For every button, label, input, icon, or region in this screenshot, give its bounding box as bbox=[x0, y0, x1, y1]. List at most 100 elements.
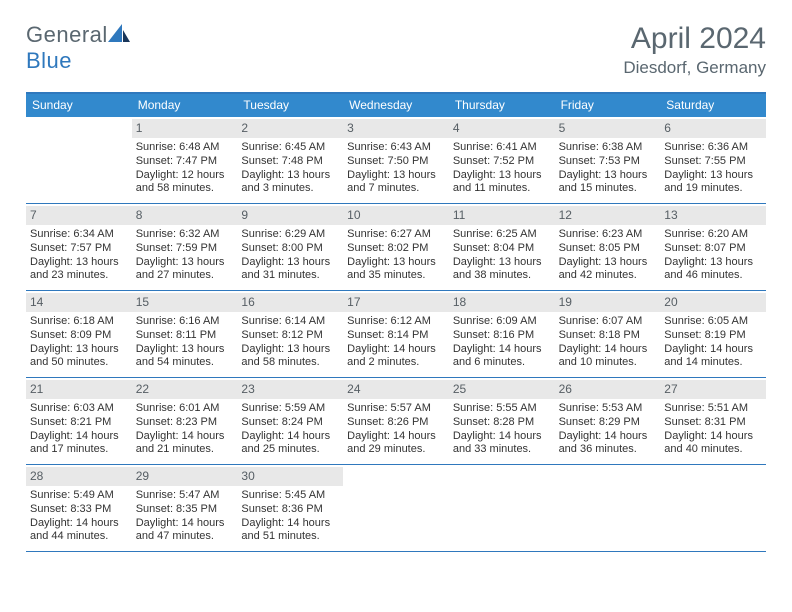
daylight-line-2: and 46 minutes. bbox=[664, 269, 762, 283]
daylight-line-1: Daylight: 13 hours bbox=[453, 256, 551, 270]
sunset-line: Sunset: 8:21 PM bbox=[30, 416, 128, 430]
day-number: 27 bbox=[660, 380, 766, 399]
day-cell: 14Sunrise: 6:18 AMSunset: 8:09 PMDayligh… bbox=[26, 291, 132, 377]
day-cell: 4Sunrise: 6:41 AMSunset: 7:52 PMDaylight… bbox=[449, 117, 555, 203]
day-number: 12 bbox=[555, 206, 661, 225]
daylight-line-2: and 27 minutes. bbox=[136, 269, 234, 283]
day-cell: 5Sunrise: 6:38 AMSunset: 7:53 PMDaylight… bbox=[555, 117, 661, 203]
day-cell: 23Sunrise: 5:59 AMSunset: 8:24 PMDayligh… bbox=[237, 378, 343, 464]
sunrise-line: Sunrise: 5:51 AM bbox=[664, 402, 762, 416]
day-cell: 7Sunrise: 6:34 AMSunset: 7:57 PMDaylight… bbox=[26, 204, 132, 290]
sunrise-line: Sunrise: 6:20 AM bbox=[664, 228, 762, 242]
week-row: 1Sunrise: 6:48 AMSunset: 7:47 PMDaylight… bbox=[26, 117, 766, 204]
sunrise-line: Sunrise: 5:59 AM bbox=[241, 402, 339, 416]
logo-word-2: Blue bbox=[26, 48, 72, 73]
day-number: 22 bbox=[132, 380, 238, 399]
day-cell: 6Sunrise: 6:36 AMSunset: 7:55 PMDaylight… bbox=[660, 117, 766, 203]
day-number: 5 bbox=[555, 119, 661, 138]
day-number: 7 bbox=[26, 206, 132, 225]
sunset-line: Sunset: 8:14 PM bbox=[347, 329, 445, 343]
day-cell: 13Sunrise: 6:20 AMSunset: 8:07 PMDayligh… bbox=[660, 204, 766, 290]
sunrise-line: Sunrise: 6:16 AM bbox=[136, 315, 234, 329]
sunset-line: Sunset: 8:07 PM bbox=[664, 242, 762, 256]
logo-word-1: General bbox=[26, 22, 108, 47]
daylight-line-1: Daylight: 14 hours bbox=[453, 343, 551, 357]
sunrise-line: Sunrise: 6:38 AM bbox=[559, 141, 657, 155]
daylight-line-2: and 44 minutes. bbox=[30, 530, 128, 544]
sunset-line: Sunset: 8:19 PM bbox=[664, 329, 762, 343]
daylight-line-1: Daylight: 12 hours bbox=[136, 169, 234, 183]
daylight-line-2: and 23 minutes. bbox=[30, 269, 128, 283]
daylight-line-2: and 10 minutes. bbox=[559, 356, 657, 370]
day-number: 16 bbox=[237, 293, 343, 312]
sunrise-line: Sunrise: 5:53 AM bbox=[559, 402, 657, 416]
day-cell bbox=[660, 465, 766, 551]
day-number: 1 bbox=[132, 119, 238, 138]
location-subtitle: Diesdorf, Germany bbox=[623, 58, 766, 78]
sunset-line: Sunset: 7:52 PM bbox=[453, 155, 551, 169]
daylight-line-1: Daylight: 13 hours bbox=[241, 343, 339, 357]
sunset-line: Sunset: 8:31 PM bbox=[664, 416, 762, 430]
day-cell: 20Sunrise: 6:05 AMSunset: 8:19 PMDayligh… bbox=[660, 291, 766, 377]
sunrise-line: Sunrise: 6:07 AM bbox=[559, 315, 657, 329]
sunset-line: Sunset: 8:28 PM bbox=[453, 416, 551, 430]
day-cell bbox=[26, 117, 132, 203]
daylight-line-1: Daylight: 13 hours bbox=[347, 169, 445, 183]
sunset-line: Sunset: 7:53 PM bbox=[559, 155, 657, 169]
sunrise-line: Sunrise: 6:18 AM bbox=[30, 315, 128, 329]
daylight-line-1: Daylight: 13 hours bbox=[241, 169, 339, 183]
sunset-line: Sunset: 8:05 PM bbox=[559, 242, 657, 256]
daylight-line-2: and 40 minutes. bbox=[664, 443, 762, 457]
sunset-line: Sunset: 8:02 PM bbox=[347, 242, 445, 256]
daylight-line-1: Daylight: 13 hours bbox=[30, 343, 128, 357]
day-number: 19 bbox=[555, 293, 661, 312]
day-number: 13 bbox=[660, 206, 766, 225]
day-cell: 1Sunrise: 6:48 AMSunset: 7:47 PMDaylight… bbox=[132, 117, 238, 203]
sunrise-line: Sunrise: 6:14 AM bbox=[241, 315, 339, 329]
day-cell: 10Sunrise: 6:27 AMSunset: 8:02 PMDayligh… bbox=[343, 204, 449, 290]
daylight-line-2: and 47 minutes. bbox=[136, 530, 234, 544]
day-number: 18 bbox=[449, 293, 555, 312]
month-title: April 2024 bbox=[623, 22, 766, 56]
sunrise-line: Sunrise: 5:45 AM bbox=[241, 489, 339, 503]
daylight-line-2: and 14 minutes. bbox=[664, 356, 762, 370]
day-cell: 29Sunrise: 5:47 AMSunset: 8:35 PMDayligh… bbox=[132, 465, 238, 551]
week-row: 28Sunrise: 5:49 AMSunset: 8:33 PMDayligh… bbox=[26, 465, 766, 552]
daylight-line-1: Daylight: 14 hours bbox=[664, 430, 762, 444]
daylight-line-2: and 25 minutes. bbox=[241, 443, 339, 457]
sunset-line: Sunset: 7:59 PM bbox=[136, 242, 234, 256]
daylight-line-2: and 33 minutes. bbox=[453, 443, 551, 457]
daylight-line-2: and 3 minutes. bbox=[241, 182, 339, 196]
day-cell: 24Sunrise: 5:57 AMSunset: 8:26 PMDayligh… bbox=[343, 378, 449, 464]
day-cell: 21Sunrise: 6:03 AMSunset: 8:21 PMDayligh… bbox=[26, 378, 132, 464]
day-number: 20 bbox=[660, 293, 766, 312]
sunrise-line: Sunrise: 6:41 AM bbox=[453, 141, 551, 155]
day-number: 30 bbox=[237, 467, 343, 486]
sunrise-line: Sunrise: 6:05 AM bbox=[664, 315, 762, 329]
daylight-line-1: Daylight: 14 hours bbox=[136, 517, 234, 531]
day-cell: 30Sunrise: 5:45 AMSunset: 8:36 PMDayligh… bbox=[237, 465, 343, 551]
daylight-line-2: and 36 minutes. bbox=[559, 443, 657, 457]
dow-thursday: Thursday bbox=[449, 94, 555, 117]
sunset-line: Sunset: 8:26 PM bbox=[347, 416, 445, 430]
daylight-line-2: and 2 minutes. bbox=[347, 356, 445, 370]
day-cell: 22Sunrise: 6:01 AMSunset: 8:23 PMDayligh… bbox=[132, 378, 238, 464]
day-of-week-header: Sunday Monday Tuesday Wednesday Thursday… bbox=[26, 94, 766, 117]
sunset-line: Sunset: 8:36 PM bbox=[241, 503, 339, 517]
daylight-line-2: and 58 minutes. bbox=[241, 356, 339, 370]
sunrise-line: Sunrise: 5:55 AM bbox=[453, 402, 551, 416]
logo-text: General Blue bbox=[26, 22, 130, 74]
sunrise-line: Sunrise: 6:12 AM bbox=[347, 315, 445, 329]
day-cell bbox=[555, 465, 661, 551]
header: General Blue April 2024 Diesdorf, German… bbox=[26, 22, 766, 78]
day-cell: 15Sunrise: 6:16 AMSunset: 8:11 PMDayligh… bbox=[132, 291, 238, 377]
sunset-line: Sunset: 8:11 PM bbox=[136, 329, 234, 343]
day-cell bbox=[449, 465, 555, 551]
daylight-line-1: Daylight: 14 hours bbox=[559, 430, 657, 444]
daylight-line-1: Daylight: 14 hours bbox=[136, 430, 234, 444]
daylight-line-1: Daylight: 13 hours bbox=[664, 169, 762, 183]
logo: General Blue bbox=[26, 22, 130, 74]
sunrise-line: Sunrise: 6:48 AM bbox=[136, 141, 234, 155]
sunrise-line: Sunrise: 6:25 AM bbox=[453, 228, 551, 242]
sunrise-line: Sunrise: 6:36 AM bbox=[664, 141, 762, 155]
